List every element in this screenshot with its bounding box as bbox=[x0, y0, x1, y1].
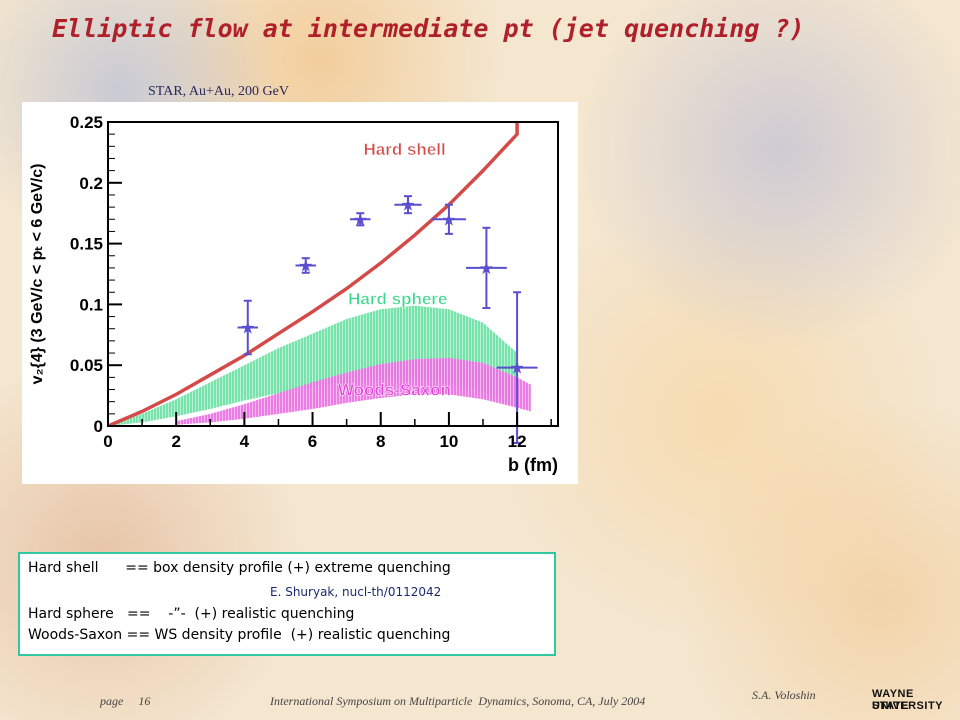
curve-1 bbox=[108, 122, 519, 426]
curve-label: Hard sphere bbox=[348, 289, 447, 308]
band-3 bbox=[176, 357, 531, 425]
chart-svg: ★ ★ ★ ★ ★ ★ ★ 0 2 4 6 8 10 12 0 0.05 0.1 0.15 0.2 0.25 b (f… bbox=[29, 113, 559, 475]
chart-annotations: Hard shell Hard sphere Woods-Saxon bbox=[338, 140, 452, 400]
data-point: ★ bbox=[353, 210, 368, 230]
x-tick-label: 10 bbox=[439, 432, 458, 451]
y-tick-label: 0.25 bbox=[70, 113, 103, 132]
note-reference: E. Shuryak, nucl-th/0112042 bbox=[270, 585, 442, 599]
data-point: ★ bbox=[400, 196, 415, 216]
y-tick-label: 0.1 bbox=[79, 295, 103, 314]
y-tick-label: 0 bbox=[94, 417, 103, 436]
logo-line-2: UNIVERSITY bbox=[872, 700, 944, 712]
data-point: ★ bbox=[240, 319, 255, 339]
x-tick-label: 6 bbox=[308, 432, 317, 451]
y-tick-label: 0.05 bbox=[70, 356, 103, 375]
data-point: ★ bbox=[441, 210, 456, 230]
university-logo: WAYNE STATE UNIVERSITY bbox=[862, 686, 943, 714]
theory-bands bbox=[108, 305, 531, 426]
data-point: ★ bbox=[509, 359, 524, 379]
legend-notes-box: Hard shell == box density profile (+) ex… bbox=[18, 552, 556, 656]
footer-page-number: page 16 bbox=[100, 694, 151, 708]
footer-author: S.A. Voloshin bbox=[752, 688, 816, 702]
y-tick-label: 0.2 bbox=[79, 174, 103, 193]
curve-label: Hard shell bbox=[363, 140, 445, 159]
footer-conference: International Symposium on Multiparticle… bbox=[270, 694, 646, 708]
x-tick-label: 8 bbox=[376, 432, 385, 451]
v2-vs-impact-parameter-chart: ★ ★ ★ ★ ★ ★ ★ 0 2 4 6 8 10 12 0 0.05 0.1 0.15 0.2 0.25 b (f… bbox=[22, 102, 578, 484]
x-tick-label: 2 bbox=[171, 432, 180, 451]
note-hard-sphere: Hard sphere == -”- (+) realistic quenchi… bbox=[28, 606, 355, 622]
x-axis-label: b (fm) bbox=[508, 455, 558, 475]
data-point: ★ bbox=[479, 259, 494, 279]
slide-title: Elliptic flow at intermediate pt (jet qu… bbox=[52, 14, 805, 43]
y-tick-label: 0.15 bbox=[70, 235, 103, 254]
data-point: ★ bbox=[298, 256, 313, 276]
band-2 bbox=[108, 305, 518, 426]
y-axis-label: v₂{4} (3 GeV/c < pₜ < 6 GeV/c) bbox=[29, 164, 46, 385]
x-tick-label: 0 bbox=[103, 432, 112, 451]
note-hard-shell: Hard shell == box density profile (+) ex… bbox=[28, 560, 451, 576]
plot-frame bbox=[107, 121, 559, 427]
theory-lines bbox=[108, 122, 519, 426]
star-data-points: ★ ★ ★ ★ ★ ★ ★ bbox=[237, 195, 538, 445]
x-tick-label: 12 bbox=[508, 432, 527, 451]
logo-line-1: WAYNE STATE bbox=[872, 688, 914, 712]
chart-axes: 0 2 4 6 8 10 12 0 0.05 0.1 0.15 0.2 0.25 b (fm) v₂{4} … bbox=[29, 113, 559, 475]
data-source-label: STAR, Au+Au, 200 GeV bbox=[148, 84, 289, 99]
note-woods-saxon: Woods-Saxon == WS density profile (+) re… bbox=[28, 627, 451, 643]
x-tick-label: 4 bbox=[240, 432, 250, 451]
curve-label: Woods-Saxon bbox=[338, 381, 451, 400]
